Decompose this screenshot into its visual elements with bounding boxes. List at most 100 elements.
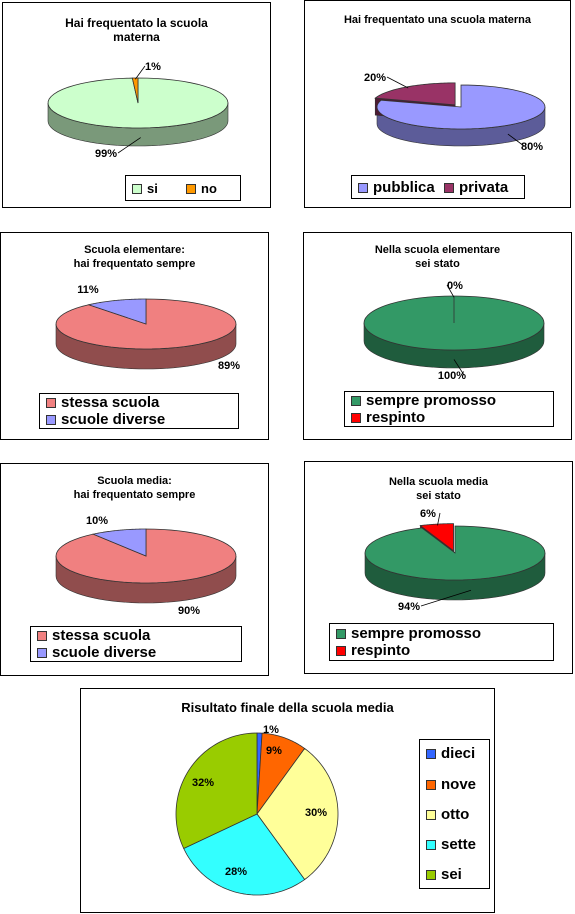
leader-line [453,359,465,376]
legend-item-nove: nove [426,776,476,793]
legend-label: privata [459,179,509,196]
pie-chart: 94% 6% [364,508,546,613]
legend-label: stessa scuola [61,394,160,411]
chart-legend: sempre promosso respinto [329,623,554,661]
legend-label: sempre promosso [351,625,482,642]
legend-label: scuole diverse [61,411,166,428]
legend-item-respinto: respinto [351,409,425,426]
data-label: 11% [77,284,99,296]
chart-panel-risultato-finale: Risultato finale della scuola media 1% 9%… [80,688,495,913]
chart-legend: si no [125,175,241,201]
legend-label: scuole diverse [52,644,157,661]
legend-label: nove [441,776,477,793]
chart-title: Risultato finale della scuola media [181,700,394,715]
legend-swatch [426,748,436,759]
legend-swatch [336,628,346,639]
pie-slice-respinto [419,523,454,552]
legend-label: stessa scuola [52,627,151,644]
legend-item-sempre-promosso: sempre promosso [351,392,496,409]
leader-line [446,284,455,298]
pie-slice-sempre-promosso [364,525,546,581]
legend-item-scuole-diverse: scuole diverse [46,411,165,428]
data-label: 30% [305,807,327,819]
legend-label: respinto [366,409,426,426]
chart-panel-elementare-esito: Nella scuola elementare sei stato 100% 0%… [303,232,572,440]
legend-swatch [336,645,346,656]
legend-label: sette [441,836,477,853]
pie-chart: 1% 9% 30% 28% 32% [175,724,339,896]
leader-line [386,76,409,89]
leader-line [437,512,441,526]
legend-swatch [132,183,142,194]
legend-item-scuole-diverse: scuole diverse [37,644,156,661]
chart-title: Hai frequentato una scuola materna [343,14,532,26]
data-label: 0% [447,280,463,292]
chart-panel-materna: Hai frequentato la scuola materna 99% 1% … [2,2,271,208]
legend-item-pubblica: pubblica [358,179,435,196]
legend-item-no: no [186,181,217,196]
legend-label: sempre promosso [366,392,497,409]
chart-panel-media-sempre: Scuola media: hai frequentato sempre 90%… [0,463,269,676]
pie-slice-otto [256,747,339,881]
legend-swatch [426,839,436,850]
legend-item-privata: privata [444,179,508,196]
chart-legend: pubblica privata [351,175,525,199]
pie-slice-scuole-diverse [91,528,147,557]
legend-item-respinto: respinto [336,642,410,659]
legend-item-sei: sei [426,866,462,883]
chart-title: Scuola elementare: hai frequentato sempr… [73,244,196,270]
chart-title: Nella scuola media sei stato [388,476,489,502]
legend-label: no [201,181,217,196]
legend-label: sei [441,866,462,883]
chart-legend: stessa scuola scuole diverse [30,626,242,662]
chart-title: Scuola media: hai frequentato sempre [73,475,196,501]
legend-label: si [147,181,158,196]
legend-swatch [426,779,436,790]
pie-slice-nove [256,732,306,816]
legend-swatch [186,183,196,194]
pie-chart: 100% 0% [363,280,545,382]
data-label: 6% [420,508,436,520]
chart-legend: dieci nove otto sette sei [419,739,490,889]
chart-panel-media-esito: Nella scuola media sei stato 94% 6% sempr… [304,461,573,674]
legend-item-si: si [132,181,158,196]
data-label: 10% [86,515,108,527]
legend-label: otto [441,806,470,823]
pie-chart: 80% 20% [364,72,546,153]
pie-slice-sei [175,732,258,850]
legend-label: dieci [441,745,476,762]
pie-slice-no [131,77,139,104]
chart-panel-tipo-materna: Hai frequentato una scuola materna 80% 20… [304,0,571,208]
data-label: 1% [263,724,279,736]
data-label: 89% [218,360,240,372]
chart-panel-elementare-sempre: Scuola elementare: hai frequentato sempr… [0,232,269,440]
data-label: 90% [178,605,200,617]
data-label: 80% [521,141,543,153]
pie-slice-scuole-diverse [87,298,147,325]
legend-swatch [426,869,436,880]
data-label: 100% [438,370,466,382]
legend-item-stessa-scuola: stessa scuola [37,627,150,644]
data-label: 9% [266,745,282,757]
data-label: 20% [364,72,386,84]
legend-swatch [37,647,47,658]
data-label: 94% [398,601,420,613]
leader-line [134,65,146,80]
pie-slice-sette [183,813,306,896]
leader-line [420,589,472,607]
pie-chart: 90% 10% [55,515,237,617]
legend-item-sette: sette [426,836,476,853]
chart-title: Nella scuola elementare sei stato [374,244,501,270]
legend-label: respinto [351,642,411,659]
legend-item-otto: otto [426,806,469,823]
leader-line [117,137,141,154]
data-label: 99% [95,148,117,160]
legend-swatch [351,412,361,423]
data-label: 28% [225,866,247,878]
chart-legend: stessa scuola scuole diverse [39,393,239,429]
legend-item-stessa-scuola: stessa scuola [46,394,159,411]
chart-title: Hai frequentato la scuola materna [65,16,208,44]
legend-swatch [426,809,436,820]
legend-swatch [37,630,47,641]
pie-slice-pubblica [376,84,546,130]
